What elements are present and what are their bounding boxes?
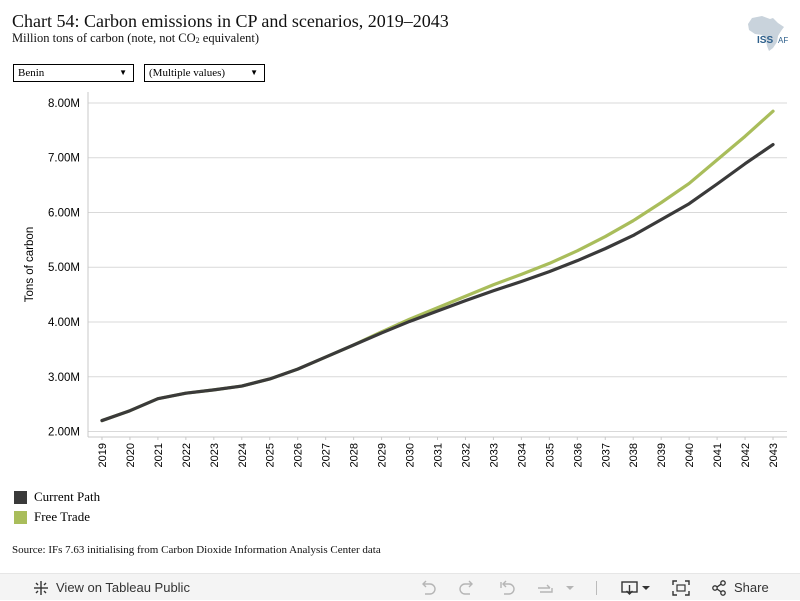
legend: Current Path Free Trade <box>14 487 100 527</box>
issafrica-logo: ISS AF <box>748 16 788 51</box>
y-tick-label: 8.00M <box>48 98 80 110</box>
x-tick-label: 2030 <box>405 443 417 467</box>
legend-item-current-path[interactable]: Current Path <box>14 487 100 507</box>
x-tick-label: 2033 <box>488 443 500 467</box>
redo-button[interactable] <box>458 574 476 601</box>
logo-text-af: AF <box>778 36 788 45</box>
x-tick-label: 2039 <box>656 443 668 467</box>
toolbar-divider <box>596 581 597 595</box>
x-tick-label: 2022 <box>181 443 193 467</box>
y-tick-label: 2.00M <box>48 427 80 439</box>
x-tick-label: 2038 <box>628 443 640 467</box>
download-button[interactable] <box>621 574 650 601</box>
fullscreen-button[interactable] <box>672 574 690 601</box>
x-tick-label: 2043 <box>768 443 780 467</box>
legend-swatch <box>14 510 27 524</box>
x-tick-label: 2041 <box>712 443 724 467</box>
chevron-down-icon: ▼ <box>119 68 127 77</box>
fullscreen-icon <box>672 579 690 596</box>
pause-dropdown-button[interactable] <box>566 574 574 601</box>
undo-icon <box>422 580 436 595</box>
scenario-filter-dropdown[interactable]: (Multiple values) ▼ <box>144 64 265 82</box>
subtitle-subscript: 2 <box>195 36 200 45</box>
subtitle-text: Million tons of carbon (note, not CO <box>12 31 196 45</box>
y-tick-label: 6.00M <box>48 207 80 219</box>
source-note: Source: IFs 7.63 initialising from Carbo… <box>12 544 381 556</box>
legend-label: Current Path <box>34 489 101 504</box>
legend-item-free-trade[interactable]: Free Trade <box>14 507 100 527</box>
y-axis-title: Tons of carbon <box>24 227 36 302</box>
share-button[interactable]: Share <box>711 574 769 601</box>
revert-button[interactable] <box>498 574 516 601</box>
country-filter-value: Benin <box>18 67 45 79</box>
x-tick-label: 2042 <box>740 443 752 467</box>
y-tick-label: 3.00M <box>48 372 80 384</box>
chevron-down-icon <box>566 585 574 590</box>
x-tick-label: 2028 <box>349 443 361 467</box>
series-line-current-path <box>100 142 775 423</box>
x-tick-label: 2032 <box>460 443 472 467</box>
x-tick-label: 2027 <box>321 443 333 467</box>
country-filter-dropdown[interactable]: Benin ▼ <box>13 64 134 82</box>
download-icon <box>621 580 638 595</box>
x-tick-label: 2021 <box>153 443 165 467</box>
x-tick-label: 2037 <box>600 443 612 467</box>
subtitle-text-end: equivalent) <box>199 31 260 45</box>
x-tick-label: 2026 <box>293 443 305 467</box>
chart-subtitle: Million tons of carbon (note, not CO2 eq… <box>12 31 259 46</box>
refresh-icon <box>538 584 553 593</box>
x-tick-label: 2024 <box>237 443 249 467</box>
x-tick-label: 2035 <box>544 443 556 467</box>
share-icon <box>712 579 726 596</box>
scenario-filter-value: (Multiple values) <box>149 67 226 79</box>
x-tick-label: 2019 <box>97 443 109 467</box>
tableau-logo-icon <box>34 580 48 595</box>
y-tick-label: 4.00M <box>48 317 80 329</box>
chevron-down-icon <box>642 585 650 590</box>
x-tick-label: 2031 <box>433 443 445 467</box>
x-tick-label: 2040 <box>684 443 696 467</box>
chart-title: Chart 54: Carbon emissions in CP and sce… <box>12 11 449 31</box>
x-tick-label: 2020 <box>125 443 137 467</box>
x-tick-label: 2025 <box>265 443 277 467</box>
africa-map-icon <box>748 16 784 51</box>
x-tick-label: 2036 <box>572 443 584 467</box>
undo-button[interactable] <box>419 574 437 601</box>
revert-icon <box>500 580 515 595</box>
x-tick-label: 2023 <box>209 443 221 467</box>
x-tick-label: 2034 <box>516 443 528 467</box>
refresh-button[interactable] <box>536 574 554 601</box>
tableau-toolbar: View on Tableau Public Share <box>0 573 800 600</box>
legend-swatch <box>14 490 27 504</box>
view-on-tableau-label: View on Tableau Public <box>56 580 190 595</box>
view-on-tableau-public-link[interactable]: View on Tableau Public <box>33 574 190 601</box>
line-chart: 2.00M 3.00M 4.00M 5.00M 6.00M 7.00M 8.00M Tons … <box>24 92 787 467</box>
y-tick-label: 7.00M <box>48 153 80 165</box>
redo-icon <box>459 580 473 595</box>
legend-label: Free Trade <box>34 509 90 524</box>
y-tick-label: 5.00M <box>48 262 80 274</box>
share-label: Share <box>734 580 769 595</box>
x-tick-label: 2029 <box>377 443 389 467</box>
chevron-down-icon: ▼ <box>250 68 258 77</box>
logo-text-iss: ISS <box>757 35 773 46</box>
